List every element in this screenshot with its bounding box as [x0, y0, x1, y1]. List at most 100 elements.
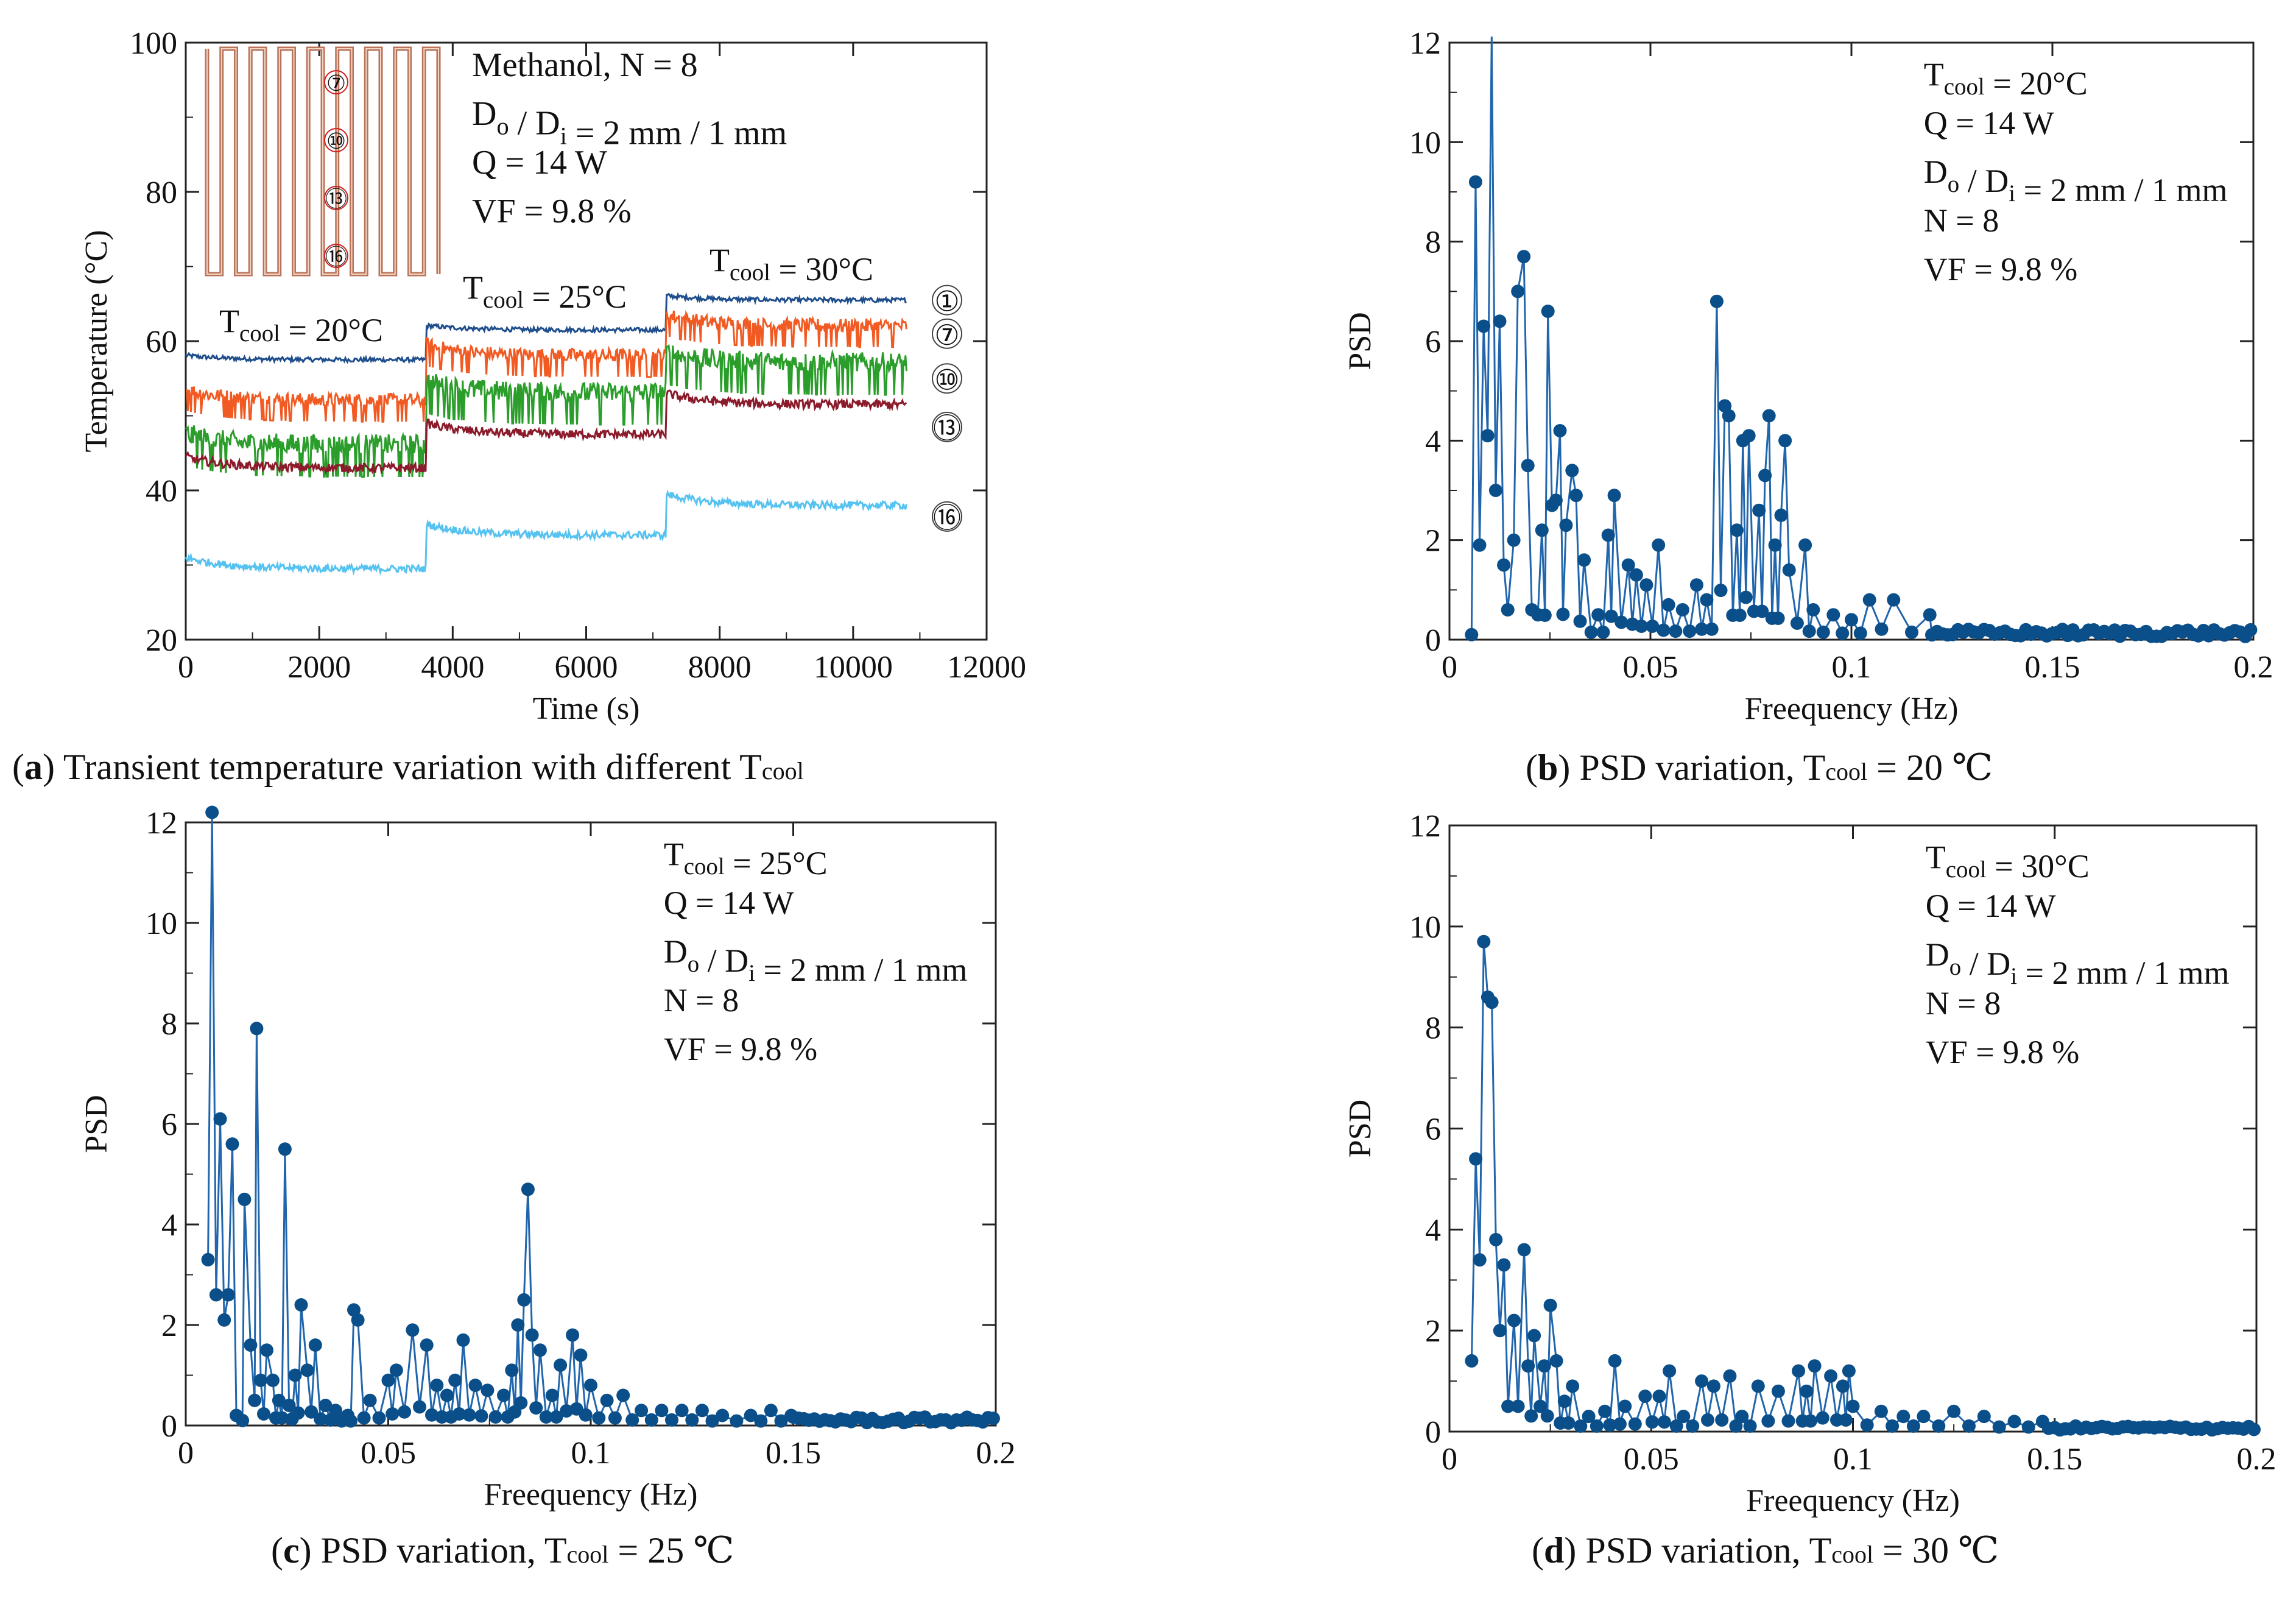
psd-point-b	[1635, 620, 1649, 633]
series-line-3	[185, 344, 907, 478]
psd-point-d	[1645, 1415, 1659, 1429]
psd-point-b	[1639, 578, 1653, 592]
x-tick-label-b: 0.1	[1832, 650, 1872, 685]
psd-point-d	[1874, 1404, 1888, 1418]
x-tick-label-b: 0.2	[2234, 650, 2273, 685]
psd-point-b	[1669, 624, 1683, 638]
psd-point-c	[474, 1409, 488, 1423]
psd-point-c	[221, 1288, 235, 1302]
psd-point-b	[1845, 613, 1858, 627]
inset-marker: ⑬	[325, 187, 347, 211]
psd-point-b	[1497, 558, 1511, 572]
psd-point-b	[1826, 608, 1840, 622]
x-tick-label-a: 0	[178, 650, 194, 685]
psd-point-d	[2247, 1422, 2261, 1436]
psd-point-d	[1751, 1379, 1765, 1393]
caption-d: (d) PSD variation, Tcool = 30 ℃	[1532, 1530, 1999, 1570]
psd-point-b	[1752, 503, 1766, 517]
psd-point-d	[1613, 1417, 1627, 1431]
y-tick-label-a: 20	[146, 623, 177, 658]
psd-point-c	[288, 1368, 302, 1382]
x-tick-label-a: 12000	[947, 650, 1026, 685]
x-tick-label-a: 4000	[421, 650, 484, 685]
psd-point-b	[1591, 608, 1605, 622]
psd-point-c	[347, 1303, 361, 1317]
psd-point-c	[685, 1413, 699, 1427]
series-line-4	[185, 389, 907, 475]
psd-point-c	[272, 1393, 286, 1407]
psd-point-d	[1465, 1354, 1479, 1368]
chart-c: 0 0.05 0.1 0.15 0.2 0 2 4 6 8 10 12 Freequency (Hz) P…	[79, 805, 1016, 1512]
psd-point-b	[1790, 617, 1804, 630]
psd-point-d	[1824, 1369, 1838, 1383]
psd-point-b	[1501, 603, 1515, 617]
psd-point-d	[1511, 1399, 1525, 1413]
psd-point-c	[329, 1404, 342, 1418]
y-tick-label-d: 12	[1409, 809, 1441, 844]
psd-point-b	[1853, 626, 1867, 640]
psd-point-c	[282, 1399, 296, 1412]
psd-point-c	[413, 1400, 426, 1414]
psd-point-c	[260, 1343, 273, 1357]
psd-point-c	[448, 1373, 462, 1387]
x-tick-label-a: 10000	[814, 650, 893, 685]
psd-point-c	[635, 1404, 649, 1418]
psd-point-c	[579, 1408, 593, 1422]
series-line-2	[186, 309, 907, 423]
psd-point-b	[1549, 493, 1563, 507]
psd-point-d	[1521, 1359, 1535, 1373]
psd-point-b	[1739, 590, 1753, 604]
psd-point-b	[1596, 625, 1610, 639]
psd-point-c	[456, 1333, 470, 1347]
x-tick-label-a: 6000	[555, 650, 618, 685]
psd-point-b	[1683, 624, 1697, 638]
psd-point-b	[1584, 625, 1598, 639]
psd-point-c	[278, 1142, 292, 1156]
psd-point-c	[514, 1396, 528, 1410]
y-tick-label-a: 100	[130, 26, 177, 61]
psd-point-c	[695, 1404, 709, 1418]
psd-point-d	[1638, 1390, 1652, 1403]
x-tick-label-d: 0.15	[2027, 1442, 2082, 1477]
x-tick-label-b: 0.15	[2025, 650, 2080, 685]
psd-point-c	[716, 1408, 730, 1422]
psd-point-b	[1722, 409, 1736, 423]
psd-point-c	[398, 1405, 412, 1419]
psd-point-d	[1628, 1417, 1642, 1431]
psd-point-c	[452, 1407, 466, 1421]
x-axis-label-b: Freequency (Hz)	[1745, 691, 1959, 726]
psd-point-b	[1553, 424, 1567, 437]
series-label: ⑬	[933, 413, 961, 444]
psd-point-b	[1742, 429, 1756, 443]
annotation-c: VF = 9.8 %	[664, 1031, 817, 1067]
series-marker-circle	[932, 411, 962, 442]
psd-point-b	[1778, 434, 1792, 448]
psd-point-b	[1488, 484, 1502, 497]
x-tick-label-c: 0.05	[361, 1436, 416, 1471]
psd-point-b	[1730, 523, 1744, 537]
psd-point-c	[386, 1407, 400, 1421]
psd-point-c	[205, 805, 219, 819]
series-label: ⑯	[933, 503, 961, 534]
psd-point-b	[1507, 533, 1521, 547]
psd-point-c	[533, 1343, 547, 1357]
psd-point-c	[236, 1413, 250, 1427]
y-tick-label-b: 4	[1425, 424, 1441, 459]
psd-point-d	[1469, 1152, 1483, 1166]
stage-label: Tcool = 25°C	[463, 269, 627, 315]
psd-point-c	[584, 1379, 597, 1392]
annotation-a: Methanol, N = 8	[472, 46, 698, 84]
psd-point-b	[1806, 603, 1820, 617]
psd-point-d	[1557, 1394, 1571, 1408]
psd-point-c	[655, 1404, 669, 1418]
psd-point-b	[1541, 305, 1555, 318]
psd-point-c	[257, 1407, 270, 1421]
psd-point-d	[1695, 1374, 1709, 1388]
psd-point-c	[529, 1401, 543, 1415]
psd-point-d	[1792, 1364, 1806, 1378]
annotation-c: Tcool = 25°C	[664, 836, 828, 881]
x-tick-label-c: 0	[178, 1436, 194, 1471]
psd-point-d	[1947, 1404, 1961, 1418]
